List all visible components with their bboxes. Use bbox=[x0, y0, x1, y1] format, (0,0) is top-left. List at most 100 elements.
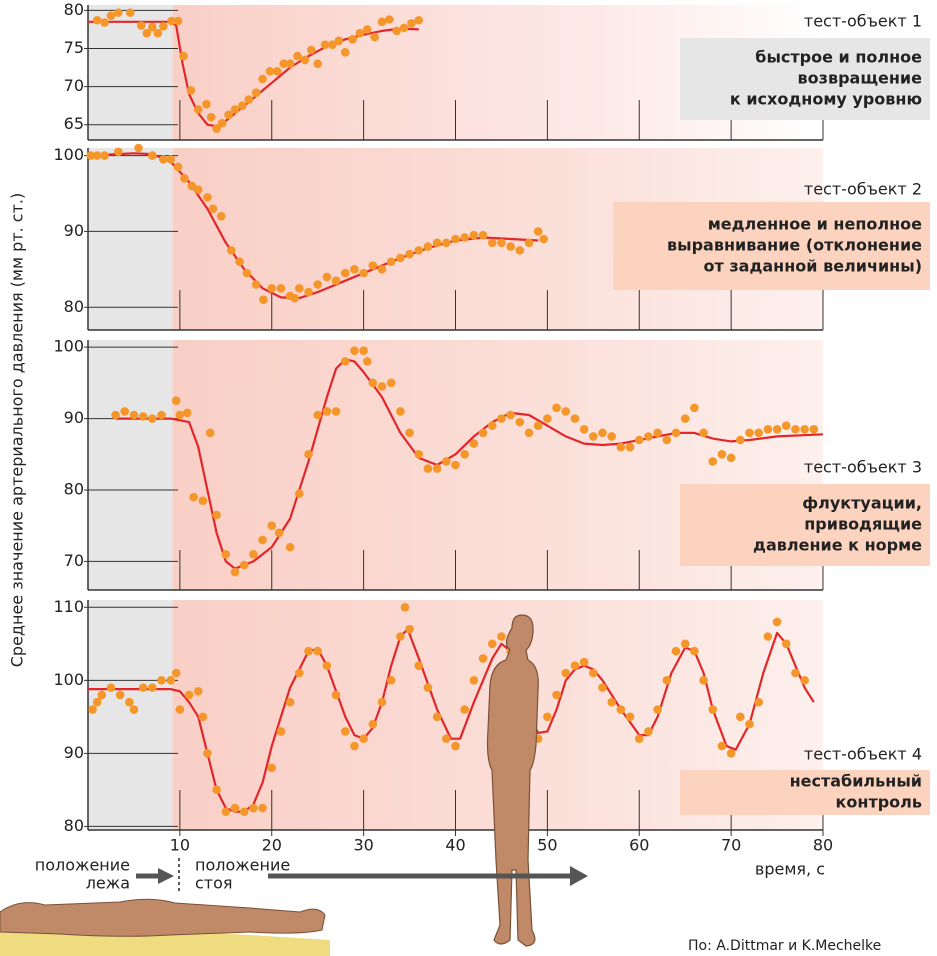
data-point bbox=[184, 690, 194, 700]
data-point bbox=[423, 464, 433, 473]
data-point bbox=[396, 632, 405, 641]
data-point bbox=[368, 378, 378, 388]
data-point bbox=[276, 283, 286, 293]
data-point bbox=[451, 741, 460, 751]
data-point bbox=[221, 549, 231, 559]
data-point bbox=[359, 268, 368, 278]
data-point bbox=[295, 283, 304, 293]
x-tick-label: 60 bbox=[629, 836, 649, 855]
data-point bbox=[515, 246, 525, 255]
data-point bbox=[579, 424, 589, 434]
data-point bbox=[224, 110, 233, 120]
y-tick-label: 65 bbox=[64, 114, 84, 133]
description-box bbox=[680, 38, 930, 120]
data-point bbox=[561, 407, 571, 416]
data-point bbox=[331, 690, 341, 700]
data-point bbox=[653, 705, 662, 714]
data-point bbox=[625, 442, 635, 452]
data-point bbox=[251, 280, 261, 289]
data-point bbox=[111, 410, 120, 420]
data-point bbox=[405, 624, 414, 634]
data-point bbox=[350, 265, 359, 274]
data-point bbox=[235, 257, 244, 267]
data-point bbox=[451, 234, 460, 244]
data-point bbox=[313, 410, 322, 420]
data-point bbox=[570, 414, 580, 423]
data-point bbox=[120, 407, 130, 416]
data-point bbox=[239, 560, 249, 570]
y-tick-label: 75 bbox=[64, 38, 84, 57]
position-label: положение bbox=[195, 856, 290, 875]
data-point bbox=[206, 112, 216, 122]
y-tick-label: 70 bbox=[64, 551, 84, 570]
data-point bbox=[442, 238, 451, 248]
data-point bbox=[539, 234, 548, 244]
data-point bbox=[717, 449, 727, 459]
data-point bbox=[506, 410, 515, 420]
data-point bbox=[414, 246, 424, 255]
data-point bbox=[487, 639, 497, 649]
data-point bbox=[136, 21, 146, 30]
data-point bbox=[249, 549, 258, 559]
data-point bbox=[193, 105, 203, 114]
data-point bbox=[423, 242, 433, 251]
data-point bbox=[359, 346, 368, 356]
data-point bbox=[355, 28, 365, 38]
y-tick-label: 110 bbox=[53, 597, 84, 616]
data-point bbox=[175, 705, 185, 714]
data-point bbox=[781, 421, 791, 431]
data-point bbox=[276, 727, 286, 736]
data-point bbox=[754, 697, 763, 707]
data-point bbox=[221, 807, 231, 817]
data-point bbox=[699, 676, 708, 685]
data-point bbox=[671, 428, 681, 438]
data-point bbox=[589, 668, 598, 678]
data-point bbox=[148, 683, 157, 692]
data-point bbox=[230, 105, 240, 114]
data-point bbox=[598, 428, 607, 438]
x-tick-label: 80 bbox=[813, 836, 833, 855]
data-point bbox=[772, 617, 782, 627]
data-point bbox=[385, 15, 394, 24]
data-point bbox=[405, 249, 414, 259]
data-point bbox=[607, 697, 616, 707]
data-point bbox=[182, 408, 192, 418]
data-point bbox=[244, 95, 254, 104]
data-point bbox=[205, 428, 215, 438]
data-point bbox=[212, 785, 221, 795]
data-point bbox=[313, 646, 322, 656]
data-point bbox=[386, 257, 396, 267]
data-point bbox=[159, 22, 168, 31]
data-point bbox=[690, 646, 699, 656]
data-point bbox=[173, 16, 183, 26]
data-point bbox=[88, 705, 97, 714]
position-arrows bbox=[136, 858, 588, 892]
data-point bbox=[478, 654, 488, 663]
description-line: от заданной величины) bbox=[704, 257, 922, 276]
data-point bbox=[193, 686, 203, 696]
description-line: возвращение bbox=[798, 69, 923, 88]
data-point bbox=[469, 230, 479, 240]
data-point bbox=[208, 204, 218, 213]
subject-label: тест-объект 3 bbox=[804, 458, 922, 477]
description-line: приводящие bbox=[804, 515, 922, 534]
data-point bbox=[442, 734, 451, 744]
data-point bbox=[295, 489, 304, 498]
position-label: лежа bbox=[86, 874, 130, 893]
lying-phase bbox=[88, 148, 173, 330]
data-point bbox=[148, 151, 157, 160]
data-point bbox=[285, 59, 295, 69]
data-point bbox=[717, 741, 727, 751]
data-point bbox=[175, 410, 185, 420]
y-tick-label: 80 bbox=[64, 480, 84, 499]
data-point bbox=[106, 683, 116, 692]
data-point bbox=[736, 712, 745, 722]
data-point bbox=[171, 396, 181, 406]
y-tick-label: 100 bbox=[53, 337, 84, 356]
data-point bbox=[129, 410, 139, 420]
data-point bbox=[616, 442, 626, 452]
data-point bbox=[754, 428, 763, 438]
data-point bbox=[159, 155, 168, 164]
data-point bbox=[533, 227, 543, 236]
